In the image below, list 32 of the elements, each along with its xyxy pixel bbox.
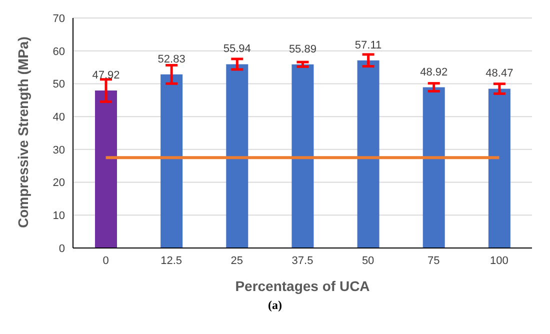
bar	[357, 60, 380, 248]
data-label: 55.94	[223, 43, 251, 56]
y-tick-label: 50	[52, 78, 65, 91]
y-axis-title: Compressive Strength (MPa)	[14, 36, 31, 228]
data-label: 48.47	[486, 68, 514, 80]
x-tick-label: 12.5	[160, 254, 182, 267]
y-tick-label: 20	[52, 177, 65, 190]
text: (a)	[267, 298, 283, 313]
data-label: 52.83	[158, 53, 186, 66]
y-tick-label: 60	[52, 46, 65, 58]
bar	[160, 74, 183, 248]
bar	[226, 64, 248, 248]
y-tick-label: 0	[58, 242, 65, 255]
x-tick-label: 100	[490, 254, 508, 267]
bar	[95, 90, 117, 248]
data-label: 57.11	[354, 39, 382, 52]
y-tick-label: 10	[52, 210, 65, 222]
y-tick-label: 30	[52, 144, 65, 156]
x-tick-label: 50	[362, 254, 374, 267]
data-label: 48.92	[420, 66, 448, 78]
bar	[488, 88, 510, 248]
data-label: 55.89	[288, 43, 316, 56]
y-tick-label: 70	[52, 12, 65, 25]
x-axis-title: Percentages of UCA	[235, 278, 370, 294]
bar	[292, 64, 314, 248]
data-label: 47.92	[92, 70, 120, 82]
y-tick-label: 40	[52, 111, 65, 124]
x-tick-label: 75	[428, 254, 440, 267]
x-tick-label: 0	[102, 254, 109, 267]
x-tick-label: 37.5	[292, 254, 314, 267]
bar	[422, 87, 445, 248]
x-tick-label: 25	[230, 254, 244, 267]
